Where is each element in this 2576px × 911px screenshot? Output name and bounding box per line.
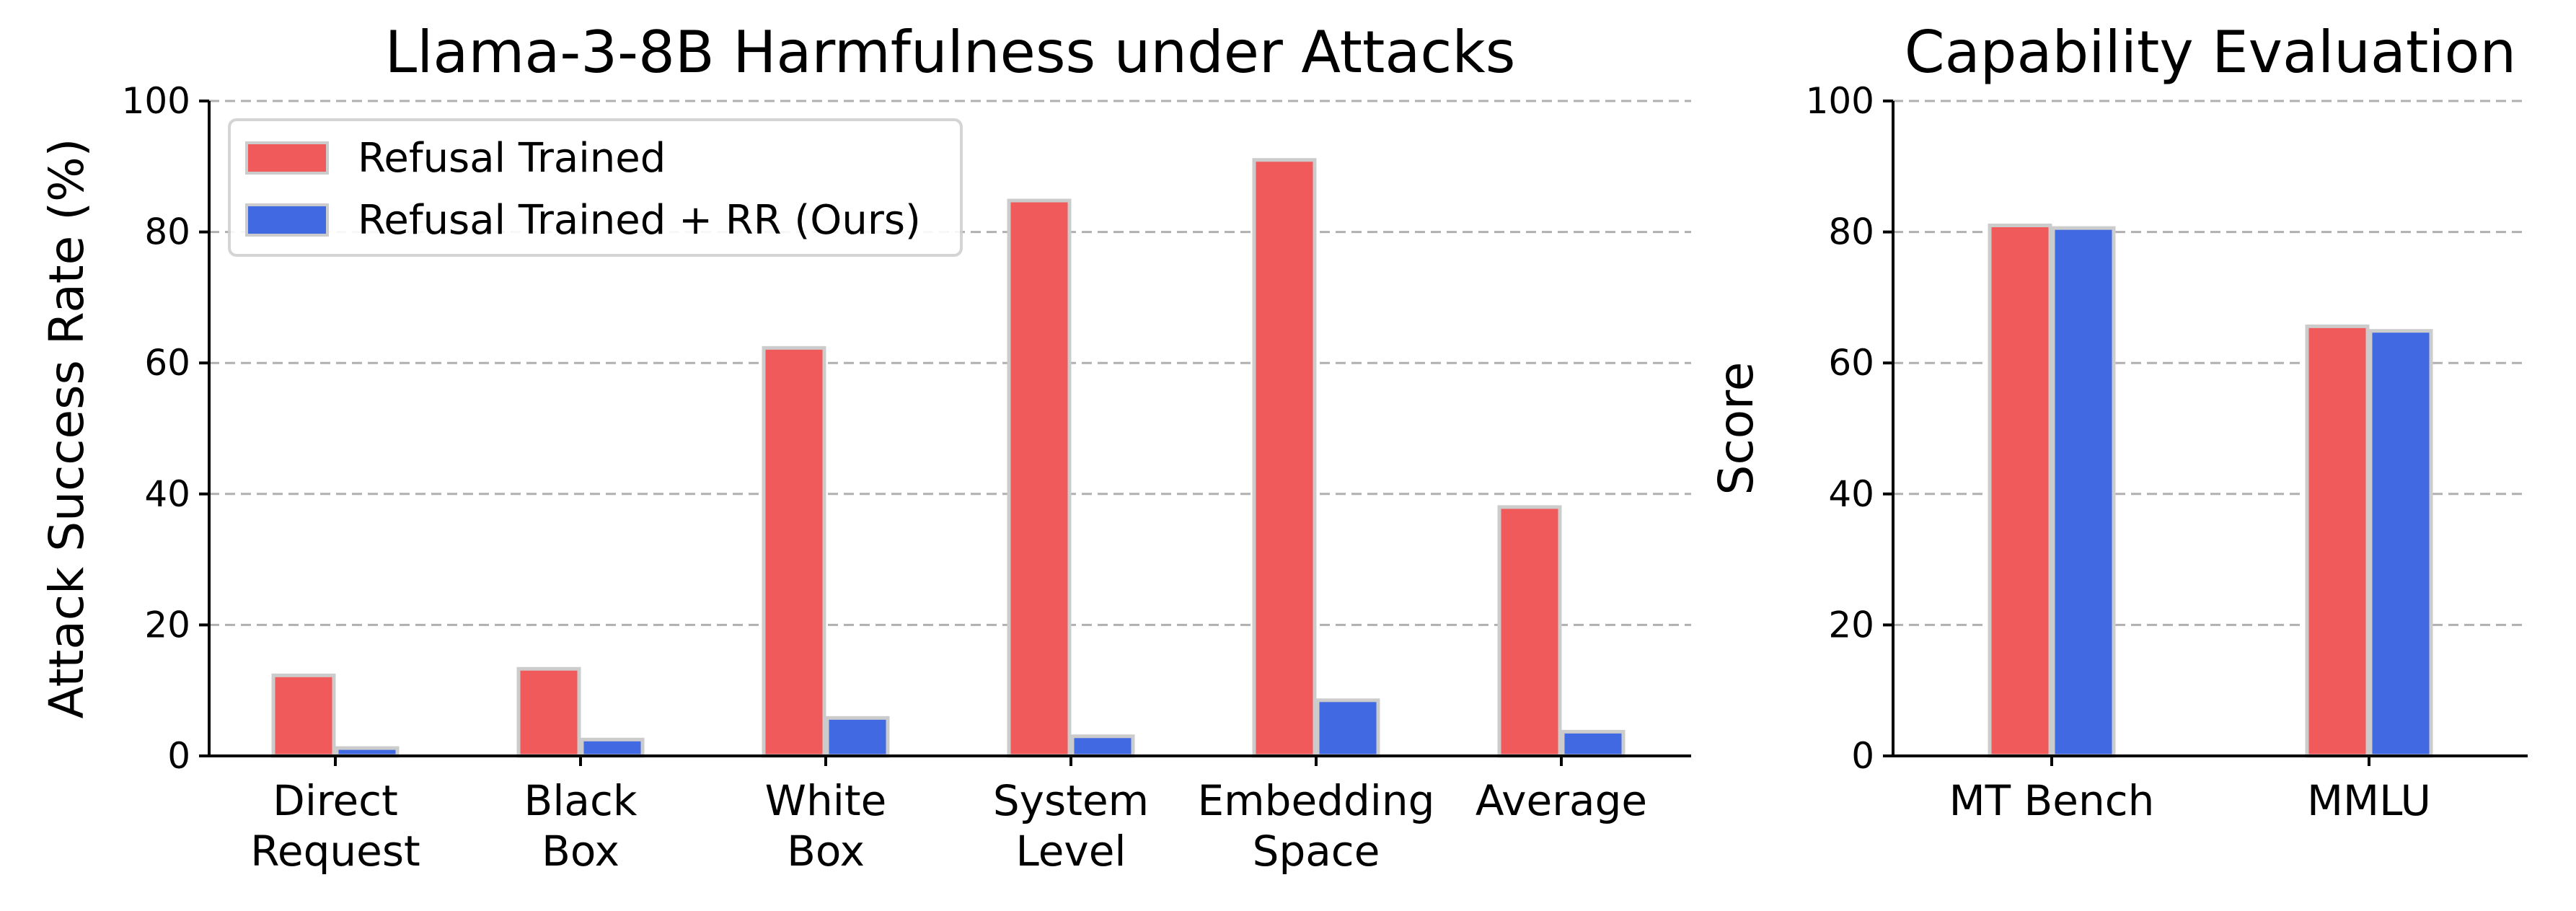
bar-refusal-trained-rr bbox=[580, 737, 645, 758]
chart-title: Capability Evaluation bbox=[1905, 19, 2516, 86]
bar-refusal-trained bbox=[516, 666, 581, 758]
legend-swatch bbox=[245, 141, 329, 175]
harmfulness-chart: 020406080100DirectRequestBlackBoxWhiteBo… bbox=[39, 19, 1691, 876]
y-tick-label: 60 bbox=[144, 342, 190, 384]
legend-swatch bbox=[245, 203, 329, 237]
bar-refusal-trained bbox=[762, 346, 826, 758]
x-tick-label: MMLU bbox=[2307, 776, 2431, 825]
x-tick-label: Level bbox=[1015, 827, 1126, 876]
y-tick-label: 40 bbox=[1828, 473, 1874, 515]
y-tick-label: 0 bbox=[1851, 735, 1874, 777]
legend-label: Refusal Trained bbox=[358, 135, 666, 182]
bar-refusal-trained-rr bbox=[1070, 734, 1135, 758]
x-tick-label: Black bbox=[524, 776, 638, 825]
y-tick-label: 20 bbox=[144, 604, 190, 646]
x-tick-label: Request bbox=[250, 827, 420, 876]
y-axis-label: Score bbox=[1708, 362, 1764, 496]
x-tick-label: Space bbox=[1253, 827, 1380, 876]
y-tick-label: 20 bbox=[1828, 604, 1874, 646]
bar-refusal-trained bbox=[2305, 324, 2370, 758]
bar-refusal-trained-rr bbox=[2051, 226, 2116, 758]
bar-refusal-trained bbox=[1007, 198, 1072, 758]
x-tick-label: Direct bbox=[273, 776, 398, 825]
x-tick-label: MT Bench bbox=[1949, 776, 2155, 825]
x-tick-label: White bbox=[765, 776, 887, 825]
y-tick-label: 100 bbox=[122, 80, 190, 122]
bar-refusal-trained-rr bbox=[1315, 698, 1380, 758]
legend-label: Refusal Trained + RR (Ours) bbox=[358, 197, 921, 244]
x-tick-label: Embedding bbox=[1198, 776, 1435, 825]
y-tick-label: 100 bbox=[1806, 80, 1874, 122]
bar-refusal-trained bbox=[1988, 224, 2052, 758]
y-tick-label: 60 bbox=[1828, 342, 1874, 384]
bar-refusal-trained-rr bbox=[1561, 729, 1626, 758]
y-tick-label: 80 bbox=[144, 211, 190, 253]
bar-refusal-trained bbox=[1252, 158, 1317, 758]
y-axis-label: Attack Success Rate (%) bbox=[39, 138, 94, 719]
capability-chart: 0 20 40 60 80 100 MT Bench MMLU Capability Evalu… bbox=[1708, 19, 2528, 825]
chart-title: Llama-3-8B Harmfulness under Attacks bbox=[385, 19, 1516, 86]
bar-refusal-trained-rr bbox=[2368, 329, 2433, 758]
legend-box bbox=[228, 118, 963, 257]
bar-refusal-trained bbox=[271, 673, 336, 758]
y-tick-label: 0 bbox=[167, 735, 190, 777]
x-tick-label: Average bbox=[1476, 776, 1647, 825]
y-tick-label: 80 bbox=[1828, 211, 1874, 253]
y-tick-label: 40 bbox=[144, 473, 190, 515]
bar-refusal-trained-rr bbox=[825, 716, 890, 758]
x-tick-label: Box bbox=[542, 827, 619, 876]
x-tick-label: Box bbox=[787, 827, 865, 876]
bar-refusal-trained bbox=[1497, 505, 1562, 758]
x-tick-label: System bbox=[993, 776, 1149, 825]
